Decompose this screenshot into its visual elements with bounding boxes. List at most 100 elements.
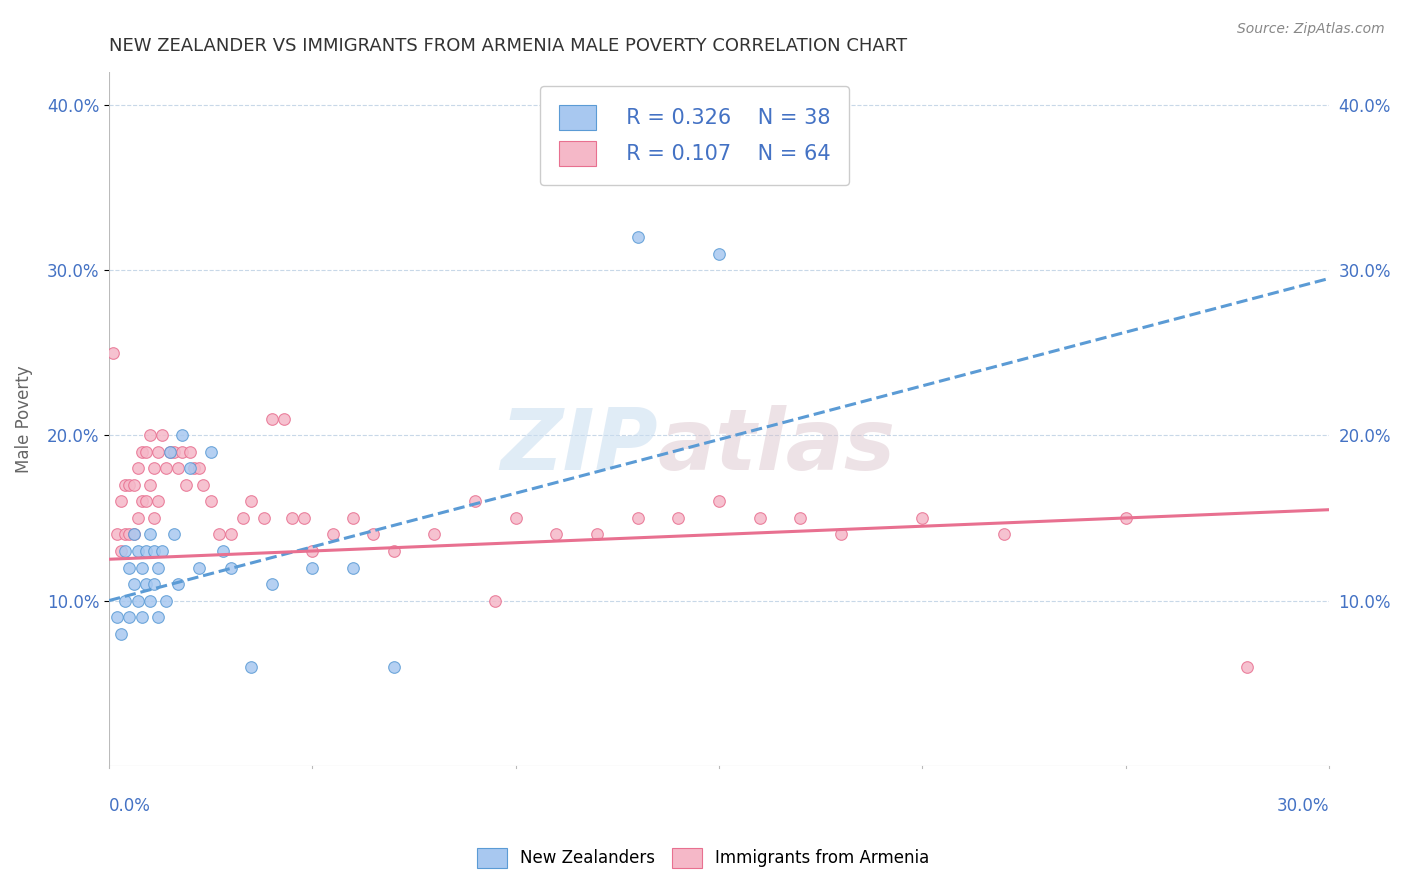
Point	[118, 610, 141, 624]
Text: Source: ZipAtlas.com: Source: ZipAtlas.com	[1237, 22, 1385, 37]
Point	[208, 527, 231, 541]
Point	[176, 478, 198, 492]
Point	[830, 527, 852, 541]
Point	[292, 511, 315, 525]
Point	[127, 544, 149, 558]
Point	[114, 593, 136, 607]
Point	[105, 527, 128, 541]
Point	[135, 577, 157, 591]
Point	[179, 461, 201, 475]
Point	[118, 527, 141, 541]
Text: NEW ZEALANDER VS IMMIGRANTS FROM ARMENIA MALE POVERTY CORRELATION CHART: NEW ZEALANDER VS IMMIGRANTS FROM ARMENIA…	[110, 37, 907, 55]
Point	[135, 494, 157, 508]
Text: atlas: atlas	[658, 405, 896, 488]
Point	[114, 478, 136, 492]
Point	[159, 445, 181, 459]
Point	[122, 577, 145, 591]
Point	[146, 610, 169, 624]
Point	[666, 511, 689, 525]
Point	[142, 544, 165, 558]
Point	[240, 494, 263, 508]
Text: 30.0%: 30.0%	[1277, 797, 1329, 815]
Point	[911, 511, 934, 525]
Point	[505, 511, 527, 525]
Point	[127, 461, 149, 475]
Point	[748, 511, 770, 525]
Legend:   R = 0.326    N = 38,   R = 0.107    N = 64: R = 0.326 N = 38, R = 0.107 N = 64	[540, 86, 849, 185]
Point	[423, 527, 446, 541]
Text: 0.0%: 0.0%	[110, 797, 150, 815]
Point	[627, 230, 650, 244]
Point	[155, 593, 177, 607]
Point	[135, 544, 157, 558]
Point	[484, 593, 506, 607]
Point	[212, 544, 235, 558]
Point	[183, 461, 205, 475]
Point	[179, 445, 201, 459]
Point	[191, 478, 214, 492]
Point	[142, 577, 165, 591]
Point	[122, 478, 145, 492]
Point	[110, 626, 132, 640]
Point	[122, 527, 145, 541]
Point	[146, 494, 169, 508]
Point	[586, 527, 609, 541]
Point	[167, 461, 190, 475]
Point	[219, 560, 242, 574]
Point	[240, 659, 263, 673]
Point	[139, 593, 162, 607]
Point	[707, 246, 730, 260]
Point	[150, 428, 173, 442]
Point	[167, 577, 190, 591]
Point	[219, 527, 242, 541]
Point	[142, 511, 165, 525]
Point	[110, 544, 132, 558]
Point	[993, 527, 1015, 541]
Point	[1236, 659, 1258, 673]
Point	[131, 445, 153, 459]
Point	[187, 461, 209, 475]
Point	[150, 544, 173, 558]
Point	[131, 560, 153, 574]
Point	[146, 445, 169, 459]
Point	[142, 461, 165, 475]
Point	[163, 527, 186, 541]
Point	[200, 445, 222, 459]
Point	[139, 428, 162, 442]
Point	[187, 560, 209, 574]
Y-axis label: Male Poverty: Male Poverty	[15, 365, 32, 473]
Point	[139, 527, 162, 541]
Point	[273, 412, 295, 426]
Point	[789, 511, 811, 525]
Point	[131, 610, 153, 624]
Point	[139, 478, 162, 492]
Point	[122, 527, 145, 541]
Point	[155, 461, 177, 475]
Point	[1114, 511, 1136, 525]
Point	[382, 659, 405, 673]
Point	[260, 577, 283, 591]
Point	[118, 478, 141, 492]
Point	[146, 560, 169, 574]
Point	[707, 494, 730, 508]
Point	[342, 560, 364, 574]
Point	[363, 527, 385, 541]
Point	[200, 494, 222, 508]
Point	[322, 527, 344, 541]
Point	[546, 527, 568, 541]
Point	[127, 511, 149, 525]
Point	[172, 445, 194, 459]
Point	[159, 445, 181, 459]
Point	[105, 610, 128, 624]
Text: ZIP: ZIP	[501, 405, 658, 488]
Point	[281, 511, 304, 525]
Point	[114, 527, 136, 541]
Point	[301, 544, 323, 558]
Point	[382, 544, 405, 558]
Point	[101, 346, 124, 360]
Point	[118, 560, 141, 574]
Point	[301, 560, 323, 574]
Point	[260, 412, 283, 426]
Point	[131, 494, 153, 508]
Point	[232, 511, 254, 525]
